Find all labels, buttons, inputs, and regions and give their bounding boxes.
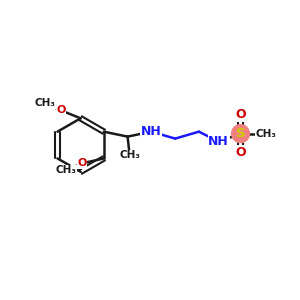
Text: O: O xyxy=(56,105,65,116)
Text: CH₃: CH₃ xyxy=(34,98,56,108)
Text: CH₃: CH₃ xyxy=(56,165,77,175)
Text: O: O xyxy=(77,158,87,168)
Text: CH₃: CH₃ xyxy=(119,150,140,161)
Text: NH: NH xyxy=(208,135,229,148)
Text: CH₃: CH₃ xyxy=(256,129,277,139)
Text: S: S xyxy=(236,127,245,140)
Text: O: O xyxy=(235,108,246,121)
Text: NH: NH xyxy=(141,125,162,138)
Text: O: O xyxy=(235,146,246,159)
Circle shape xyxy=(232,125,250,142)
